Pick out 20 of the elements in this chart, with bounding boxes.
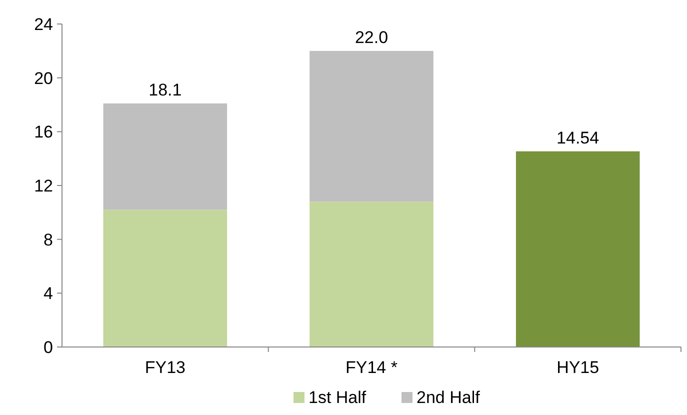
legend-label: 1st Half [308, 388, 366, 407]
y-tick-label: 0 [44, 338, 53, 357]
y-tick-label: 8 [44, 230, 53, 250]
y-tick-label: 20 [34, 68, 53, 88]
bar [310, 202, 434, 347]
legend-label: 2nd Half [416, 388, 480, 407]
y-tick-label: 24 [34, 14, 53, 34]
y-tick-label: 12 [34, 176, 53, 196]
y-tick-label: 4 [44, 284, 53, 304]
total-label: 18.1 [148, 80, 182, 100]
x-tick-label: HY15 [556, 358, 600, 377]
bar [103, 103, 228, 210]
bar [310, 50, 434, 202]
y-tick-label: 16 [34, 122, 53, 142]
x-tick-label: FY13 [144, 358, 186, 377]
bar [103, 210, 228, 347]
x-tick-label: FY14 * [346, 358, 398, 377]
total-label: 14.54 [556, 128, 600, 148]
total-label: 22.0 [354, 28, 388, 47]
bar [516, 151, 640, 347]
